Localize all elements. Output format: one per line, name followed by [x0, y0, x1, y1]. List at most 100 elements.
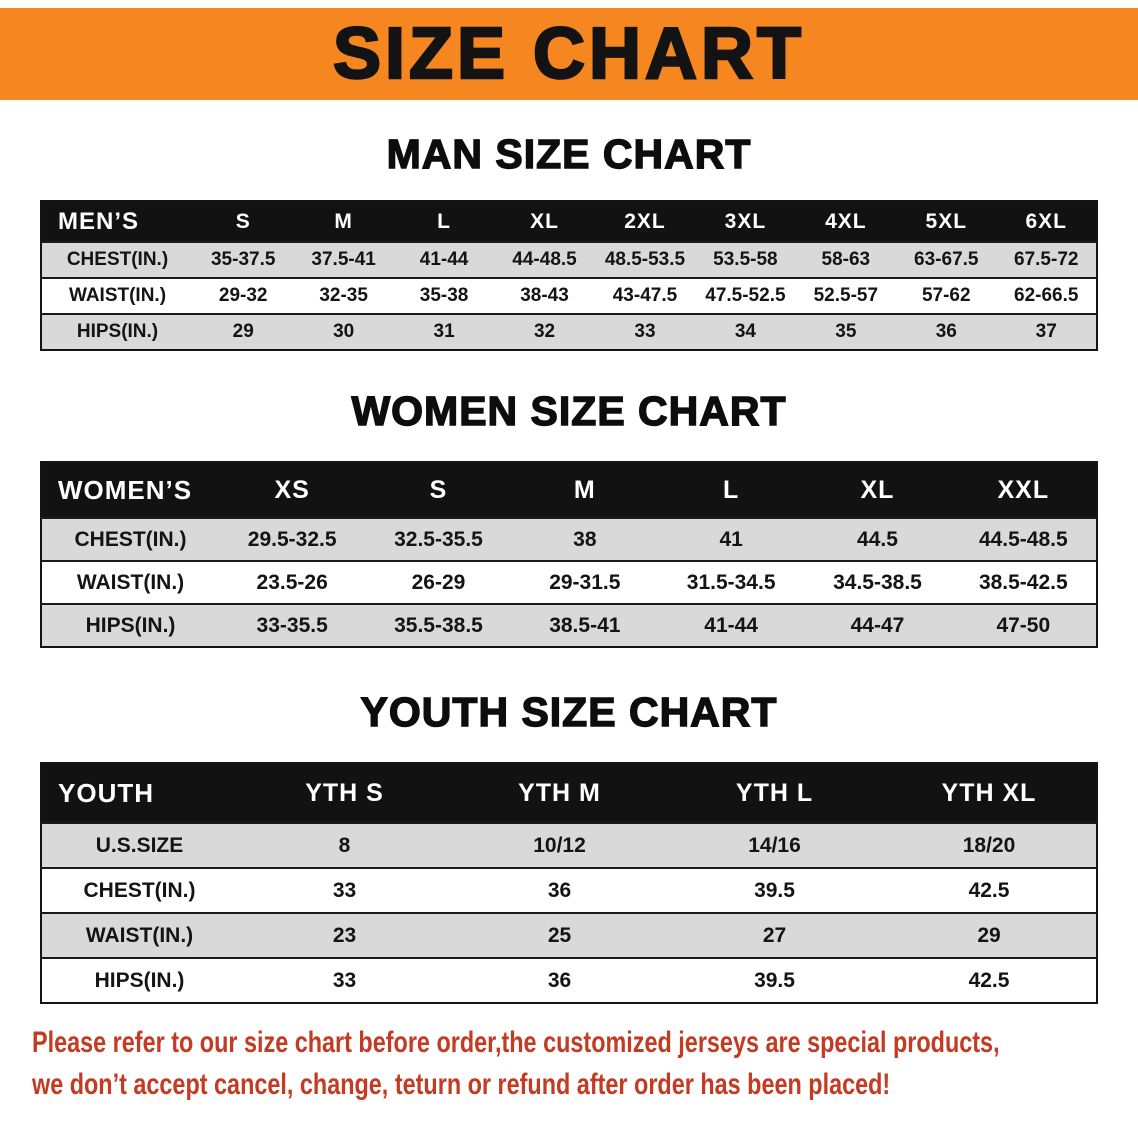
- size-column-header: 5XL: [896, 201, 997, 242]
- table-header-row: MEN’S S M L XL 2XL 3XL 4XL 5XL 6XL: [41, 201, 1097, 242]
- size-column-header: YTH S: [237, 763, 452, 823]
- youth-size-section: YOUTH SIZE CHART YOUTH YTH S YTH M YTH L YTH…: [0, 688, 1138, 1004]
- women-size-table: WOMEN’S XS S M L XL XXL CHEST(IN.) 29.5-32.5 32.5…: [40, 461, 1098, 648]
- size-column-header: YTH XL: [882, 763, 1097, 823]
- size-value: 8: [338, 833, 351, 857]
- table-corner-label: YOUTH: [41, 763, 237, 823]
- size-value: 27: [762, 923, 787, 947]
- table-row: HIPS(IN.) 33-35.5 35.5-38.5 38.5-41 41-44 44-…: [41, 604, 1097, 647]
- size-value: 30: [333, 321, 355, 342]
- size-column-header: 2XL: [594, 201, 696, 242]
- size-value: 44-47: [850, 613, 905, 637]
- table-corner-label: MEN’S: [41, 201, 193, 242]
- row-label: HIPS(IN.): [94, 968, 185, 992]
- size-column-header: S: [193, 201, 294, 242]
- men-size-section: MAN SIZE CHART MEN’S S M L XL 2XL 3XL 4XL 5XL 6XL…: [0, 130, 1138, 351]
- disclaimer-line-2: we don’t accept cancel, change, teturn o…: [32, 1068, 891, 1101]
- size-value: 41-44: [704, 613, 758, 637]
- size-value: 36: [547, 968, 572, 992]
- size-column-header: S: [365, 462, 512, 518]
- size-value: 47.5-52.5: [705, 285, 786, 306]
- size-value: 26-29: [411, 570, 466, 594]
- size-value: 23: [332, 923, 357, 947]
- size-value: 48.5-53.5: [604, 249, 686, 270]
- size-value: 41-44: [419, 249, 469, 270]
- size-value: 29-31.5: [549, 570, 621, 594]
- women-size-section: WOMEN SIZE CHART WOMEN’S XS S M L XL XXL CHEST(…: [0, 387, 1138, 648]
- table-row: HIPS(IN.) 29 30 31 32 33 34 35 36 37: [41, 314, 1097, 350]
- disclaimer: Please refer to our size chart before or…: [0, 1022, 1138, 1106]
- size-value: 42.5: [968, 878, 1010, 902]
- size-value: 47-50: [996, 613, 1051, 637]
- size-value: 18/20: [962, 833, 1016, 857]
- size-value: 29-32: [218, 285, 268, 306]
- size-value: 32-35: [319, 285, 368, 306]
- size-column-header: XS: [219, 462, 366, 518]
- youth-size-table: YOUTH YTH S YTH M YTH L YTH XL U.S.SIZE 8 10/12…: [40, 762, 1098, 1004]
- row-label: CHEST(IN.): [83, 878, 196, 902]
- size-value: 23.5-26: [256, 570, 328, 594]
- size-value: 67.5-72: [1014, 249, 1079, 270]
- size-column-header: M: [511, 462, 658, 518]
- men-size-table: MEN’S S M L XL 2XL 3XL 4XL 5XL 6XL CHEST(IN.) 35-37…: [40, 200, 1098, 351]
- table-header-row: WOMEN’S XS S M L XL XXL: [41, 462, 1097, 518]
- row-label: WAIST(IN.): [68, 285, 167, 306]
- disclaimer-line-1: Please refer to our size chart before or…: [32, 1026, 1000, 1059]
- size-value: 34: [734, 321, 756, 342]
- table-row: WAIST(IN.) 23.5-26 26-29 29-31.5 31.5-34.5 34…: [41, 561, 1097, 604]
- size-value: 29: [232, 321, 254, 342]
- women-section-heading: WOMEN SIZE CHART: [351, 387, 787, 434]
- size-chart-banner: SIZE CHART: [0, 8, 1138, 100]
- size-value: 35.5-38.5: [394, 613, 483, 637]
- size-value: 33: [332, 968, 357, 992]
- size-value: 39.5: [754, 878, 795, 902]
- size-value: 31.5-34.5: [686, 570, 776, 594]
- row-label: WAIST(IN.): [85, 923, 194, 947]
- youth-section-heading: YOUTH SIZE CHART: [360, 688, 778, 735]
- table-row: U.S.SIZE 8 10/12 14/16 18/20: [41, 823, 1097, 868]
- size-value: 38: [573, 527, 597, 551]
- table-row: HIPS(IN.) 33 36 39.5 42.5: [41, 958, 1097, 1003]
- size-value: 41: [719, 527, 743, 551]
- size-value: 58-63: [821, 249, 871, 270]
- size-value: 35-38: [419, 285, 469, 306]
- table-header-row: YOUTH YTH S YTH M YTH L YTH XL: [41, 763, 1097, 823]
- size-value: 44-48.5: [512, 249, 577, 270]
- table-row: CHEST(IN.) 29.5-32.5 32.5-35.5 38 41 44.5 44.5…: [41, 518, 1097, 561]
- table-row: CHEST(IN.) 35-37.5 37.5-41 41-44 44-48.5 48.5…: [41, 242, 1097, 278]
- page-title: SIZE CHART: [332, 14, 805, 94]
- size-value: 25: [547, 923, 572, 947]
- size-value: 33: [332, 878, 357, 902]
- size-column-header: 3XL: [695, 201, 796, 242]
- size-column-header: M: [293, 201, 394, 242]
- size-value: 52.5-57: [813, 285, 879, 306]
- row-label: CHEST(IN.): [66, 249, 169, 270]
- row-label: HIPS(IN.): [76, 321, 159, 342]
- size-value: 63-67.5: [914, 249, 979, 270]
- size-value: 33: [634, 321, 656, 342]
- size-value: 53.5-58: [713, 249, 778, 270]
- size-charts: MAN SIZE CHART MEN’S S M L XL 2XL 3XL 4XL 5XL 6XL…: [0, 130, 1138, 1004]
- row-label: HIPS(IN.): [85, 613, 176, 637]
- size-value: 62-66.5: [1014, 285, 1079, 306]
- size-column-header: XL: [494, 201, 595, 242]
- size-value: 10/12: [533, 833, 586, 857]
- size-column-header: L: [657, 462, 805, 518]
- row-label: CHEST(IN.): [74, 527, 187, 551]
- size-value: 33-35.5: [256, 613, 328, 637]
- size-value: 14/16: [748, 833, 801, 857]
- size-value: 29.5-32.5: [247, 527, 337, 551]
- table-row: WAIST(IN.) 29-32 32-35 35-38 38-43 43-47.5 47.…: [41, 278, 1097, 314]
- size-value: 43-47.5: [612, 285, 678, 306]
- table-row: CHEST(IN.) 33 36 39.5 42.5: [41, 868, 1097, 913]
- size-value: 34.5-38.5: [833, 570, 922, 594]
- size-value: 44.5-48.5: [978, 527, 1068, 551]
- size-value: 38.5-41: [549, 613, 621, 637]
- size-value: 39.5: [754, 968, 795, 992]
- size-column-header: L: [393, 201, 495, 242]
- size-value: 37.5-41: [311, 249, 376, 270]
- size-value: 57-62: [921, 285, 971, 306]
- size-value: 31: [433, 321, 455, 342]
- size-column-header: XL: [804, 462, 951, 518]
- size-column-header: YTH M: [452, 763, 667, 823]
